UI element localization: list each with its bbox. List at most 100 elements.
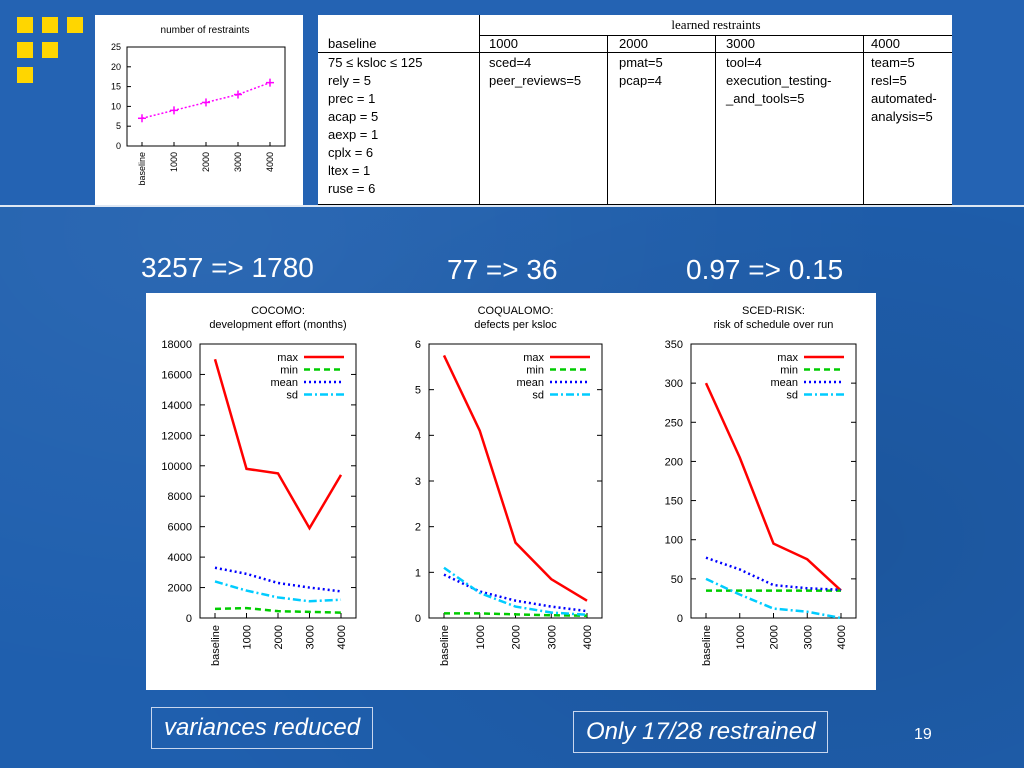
legend-label: min [280, 365, 298, 377]
y-tick-label: 350 [665, 339, 683, 351]
series-min-line [214, 606, 342, 614]
legend-label: mean [770, 377, 798, 389]
x-tick-label: 2000 [273, 625, 285, 649]
x-tick-label: 4000 [582, 625, 594, 649]
table-cell: resl=5 [871, 73, 907, 88]
y-tick-label: 14000 [161, 400, 192, 412]
chart-subtitle: development effort (months) [209, 319, 346, 331]
table-group-header: learned restraints [671, 17, 760, 32]
x-tick-label: 2000 [201, 152, 211, 172]
col-header-1000: 1000 [489, 36, 518, 51]
legend-label: sd [786, 390, 798, 402]
y-tick-label: 0 [116, 141, 121, 151]
table-cell: automated- [871, 91, 937, 106]
table-cell: sced=4 [489, 55, 531, 70]
y-tick-label: 6 [415, 339, 421, 351]
x-tick-label: 2000 [769, 625, 781, 649]
x-tick-label: 3000 [546, 625, 558, 649]
table-cell: peer_reviews=5 [489, 73, 581, 88]
x-tick-label: 1000 [475, 625, 487, 649]
y-tick-label: 25 [111, 42, 121, 52]
legend-label: max [523, 352, 544, 364]
restraints-point [234, 90, 242, 99]
y-tick-label: 3 [415, 476, 421, 488]
restraints-point [266, 78, 274, 87]
restraints-table-panel: learned restraints baseline 1000 2000 30… [318, 15, 952, 205]
legend-label: mean [516, 377, 544, 389]
restrained-callout: Only 17/28 restrained [573, 711, 829, 753]
y-tick-label: 150 [665, 496, 683, 508]
table-cell: analysis=5 [871, 109, 933, 124]
series-sd-line [705, 577, 842, 620]
series-max-line [704, 382, 842, 592]
y-tick-label: 1 [415, 567, 421, 579]
x-tick-label: baseline [701, 625, 713, 666]
x-tick-label: 2000 [511, 625, 523, 649]
restraints-point [202, 98, 210, 107]
chart-0: COCOMO: development effort (months) 0 2000 4… [161, 305, 357, 666]
table-cell: aexp = 1 [328, 127, 378, 142]
legend-label: mean [270, 377, 298, 389]
series-max-line [442, 354, 588, 602]
y-tick-label: 4 [415, 430, 421, 442]
y-tick-label: 300 [665, 378, 683, 390]
variances-callout: variances reduced [151, 707, 374, 749]
series-mean-line [214, 566, 342, 593]
table-cell: _and_tools=5 [725, 91, 804, 106]
legend-label: min [526, 365, 544, 377]
table-cell: rely = 5 [328, 73, 371, 88]
y-tick-label: 15 [111, 82, 121, 92]
table-cell: ltex = 1 [328, 163, 370, 178]
x-tick-label: 1000 [735, 625, 747, 649]
series-max-line [213, 358, 343, 531]
table-cell: cplx = 6 [328, 145, 373, 160]
y-tick-label: 200 [665, 456, 683, 468]
legend-label: min [780, 365, 798, 377]
table-cell: pcap=4 [619, 73, 662, 88]
y-tick-label: 10000 [161, 461, 192, 473]
table-column-headers: baseline 1000 2000 3000 4000 [328, 36, 900, 51]
x-tick-label: 3000 [305, 625, 317, 649]
series-sd-line [443, 566, 588, 617]
y-tick-label: 250 [665, 417, 683, 429]
y-tick-label: 0 [186, 613, 192, 625]
table-cell: team=5 [871, 55, 915, 70]
restraints-point [170, 106, 178, 115]
legend-label: max [277, 352, 298, 364]
table-cell: acap = 5 [328, 109, 378, 124]
model-charts: COCOMO:development effort (months)020004… [161, 305, 857, 666]
restraints-chart-title: number of restraints [161, 25, 250, 36]
chart-2: SCED-RISK: risk of schedule over run 0 50 10… [665, 305, 857, 666]
x-tick-label: 3000 [802, 625, 814, 649]
y-tick-label: 5 [116, 121, 121, 131]
table-cell: tool=4 [726, 55, 762, 70]
x-tick-label: 4000 [836, 625, 848, 649]
scedrisk-headline: 0.97 => 0.15 [686, 254, 844, 285]
table-body: 75 ≤ ksloc ≤ 125 rely = 5 prec = 1 acap … [328, 55, 937, 196]
y-tick-label: 2000 [168, 583, 192, 595]
y-tick-label: 18000 [161, 339, 192, 351]
y-tick-label: 100 [665, 535, 683, 547]
y-tick-label: 12000 [161, 430, 192, 442]
x-tick-label: 4000 [265, 152, 275, 172]
chart-title: COCOMO: [251, 305, 305, 317]
page-number: 19 [914, 726, 932, 743]
table-cell: execution_testing- [726, 73, 832, 88]
y-tick-label: 2 [415, 522, 421, 534]
series-sd-line [214, 580, 342, 603]
x-tick-label: baseline [210, 625, 222, 666]
x-tick-label: 3000 [233, 152, 243, 172]
y-tick-label: 0 [677, 613, 683, 625]
chart-1: COQUALOMO: defects per ksloc 0 1 2 3 4 5 6 baseli… [415, 305, 603, 666]
restraints-table: learned restraints baseline 1000 2000 30… [318, 15, 952, 205]
chart-title: COQUALOMO: [478, 305, 554, 317]
restraints-plot-frame [126, 46, 286, 147]
chart-subtitle: defects per ksloc [474, 319, 557, 331]
coqualomo-headline: 77 => 36 [447, 254, 558, 285]
legend-label: sd [532, 390, 544, 402]
table-cell: pmat=5 [619, 55, 663, 70]
y-tick-label: 20 [111, 62, 121, 72]
